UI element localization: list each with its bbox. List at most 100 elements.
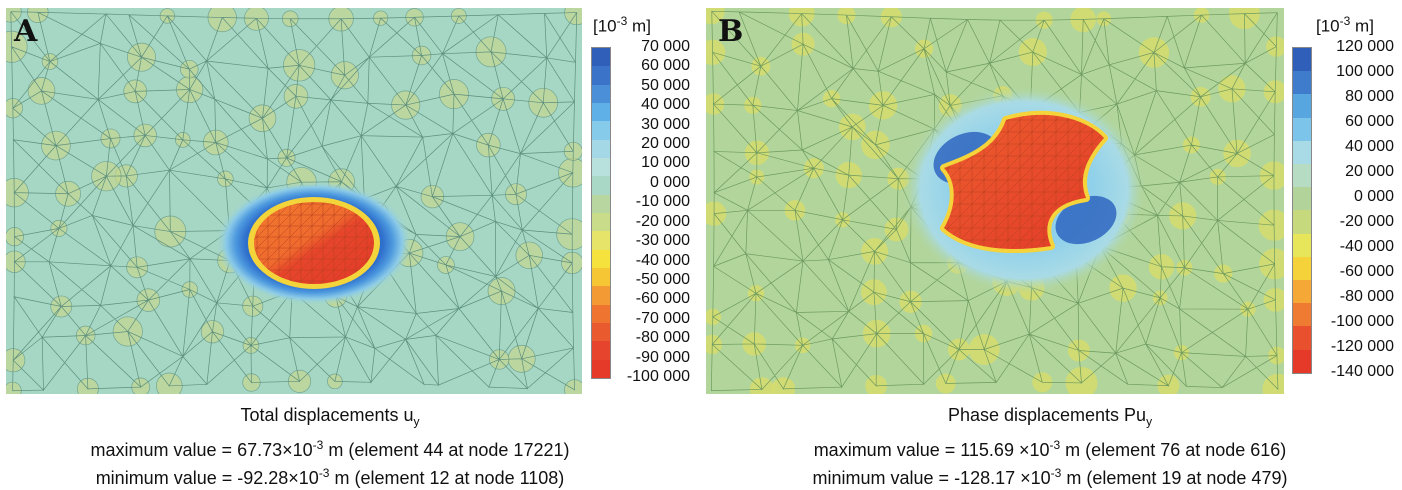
colorbar-tick-label: -40 000 (635, 251, 690, 269)
colorbar-segment (592, 66, 610, 85)
colorbar-segment (592, 139, 610, 158)
mesh-node-patch (6, 98, 23, 119)
colorbar-segment (592, 84, 610, 103)
caption-b: Phase displacements Puy maximum value = … (700, 404, 1400, 490)
caption-title-a: Total displacements uy (0, 404, 660, 434)
colorbar-segment (1293, 48, 1311, 72)
colorbar-tick-label: -20 000 (635, 212, 690, 230)
mesh-node-patch (155, 372, 183, 394)
mesh-b (710, 10, 1279, 391)
unit-base-a: [10 (593, 16, 617, 36)
mesh-node-patch (1157, 374, 1180, 394)
colorbar-tick-label: 50 000 (641, 76, 690, 94)
colorbar-tick-label: 20 000 (1345, 163, 1394, 180)
colorbar-segment (592, 194, 610, 213)
colorbar-tick-label: 120 000 (1336, 38, 1394, 55)
colorbar-segment (1293, 117, 1311, 141)
colorbar-tick-label: -40 000 (1339, 238, 1394, 255)
unit-exp-a: -3 (616, 14, 628, 28)
colorbar-segment (1293, 71, 1311, 95)
mesh-node-patch (1266, 36, 1284, 57)
colorbar-tick-label: 20 000 (641, 135, 690, 153)
caption-max-post-b: m (element 76 at node 616) (1060, 439, 1287, 460)
colorbar-tick-label: 40 000 (641, 96, 690, 114)
panel-a: A [10-3 m] 70 000 60 000 50 000 40 000 30 00… (0, 0, 700, 488)
colorbar-segment (1293, 303, 1311, 327)
fine-mesh-lines (944, 114, 1104, 249)
colorbar-segment (1293, 140, 1311, 165)
colorbar-segment (592, 176, 610, 195)
colorbar-tick-label: -10 000 (635, 193, 690, 211)
colorbar-tick-label: 10 000 (641, 154, 690, 172)
colorbar-segment (1293, 256, 1311, 281)
colorbar-tick-label: 80 000 (1345, 88, 1394, 105)
caption-title-sub-a: y (413, 414, 420, 429)
unit-tail-b: m] (1350, 16, 1374, 36)
colorbar-ticks-a: 70 000 60 000 50 000 40 000 30 000 20 000 10 0… (610, 39, 690, 385)
caption-max-pre-b: maximum value = 115.69 ×10 (813, 439, 1050, 460)
colorbar-tick-label: -100 000 (626, 368, 690, 385)
unit-exp-b: -3 (1339, 14, 1351, 28)
colorbar-segment (1293, 94, 1311, 118)
colorbar-segment (592, 48, 610, 67)
mesh-node-patch (771, 377, 796, 394)
caption-min-pre-a: minimum value = -92.28×10 (95, 467, 319, 488)
colorbar-tick-label: -70 000 (635, 309, 690, 327)
colorbar-a (591, 47, 611, 379)
colorbar-tick-label: 100 000 (1336, 63, 1394, 80)
mesh-lines (710, 10, 1279, 391)
colorbar-segment (592, 322, 610, 342)
colorbar-tick-label: 60 000 (641, 57, 690, 75)
colorbar-tick-label: 60 000 (1345, 113, 1394, 130)
colorbar-segment (592, 286, 610, 305)
colorbar-tick-label: -140 000 (1330, 363, 1394, 380)
caption-a: Total displacements uy maximum value = 6… (0, 404, 660, 490)
caption-max-post-a: m (element 44 at node 17221) (323, 439, 570, 460)
colorbar-tick-label: -60 000 (1339, 263, 1394, 280)
displacement-lobe-lower-b (1055, 195, 1117, 245)
contour-plot-a (6, 8, 582, 394)
caption-title-b: Phase displacements Puy (700, 404, 1400, 434)
caption-min-exp-a: -3 (318, 465, 330, 480)
colorbar-tick-label: 30 000 (641, 115, 690, 133)
core-mesh-a (254, 202, 374, 284)
colorbar-segment (592, 304, 610, 323)
core-mesh-b (944, 114, 1104, 249)
displacement-core-a (254, 202, 374, 284)
colorbar-tick-label: -100 000 (1330, 313, 1394, 330)
plot-svg-a (6, 8, 582, 394)
colorbar-tick-label: 70 000 (641, 38, 690, 55)
colorbar-tick-label: -50 000 (635, 270, 690, 288)
caption-max-pre-a: maximum value = 67.73×10 (90, 439, 313, 460)
caption-min-post-b: m (element 19 at node 479) (1061, 467, 1288, 488)
colorbar-tick-label: -30 000 (635, 232, 690, 250)
caption-min-a: minimum value = -92.28×10-3 m (element 1… (0, 462, 660, 490)
unit-label-a: [10-3 m] (593, 14, 651, 37)
unit-base-b: [10 (1316, 16, 1340, 36)
colorbar-tick-label: -120 000 (1330, 338, 1394, 355)
colorbar-segment (592, 121, 610, 140)
colorbar-tick-label: -90 000 (635, 348, 690, 366)
colorbar-segment (1293, 210, 1311, 234)
caption-min-post-a: m (element 12 at node 1108) (329, 467, 565, 488)
mesh-node-patch (706, 308, 722, 326)
fine-mesh-lines (254, 202, 374, 284)
caption-title-text-b: Phase displacements Pu (947, 405, 1147, 425)
panel-b: B [10-3 m] 120 000 100 000 80 000 60 000 40 … (700, 0, 1402, 488)
panel-letter-b: B (718, 14, 744, 49)
colorbar-tick-label: -20 000 (1339, 213, 1394, 230)
mesh-node-patch (706, 39, 726, 65)
colorbar-tick-label: -80 000 (1339, 288, 1394, 305)
unit-label-b: [10-3 m] (1316, 14, 1374, 37)
caption-title-text-a: Total displacements u (240, 405, 414, 425)
mesh-node-patch (1263, 287, 1284, 312)
colorbar-tick-label: -60 000 (635, 290, 690, 308)
colorbar-segment (592, 249, 610, 268)
caption-title-sub-b: y (1146, 414, 1153, 429)
colorbar-segment (592, 212, 610, 232)
colorbar-b (1292, 47, 1312, 374)
colorbar-segment (1293, 349, 1311, 373)
colorbar-tick-label: -80 000 (635, 329, 690, 347)
contour-plot-b (706, 8, 1284, 394)
colorbar-segment (592, 341, 610, 360)
